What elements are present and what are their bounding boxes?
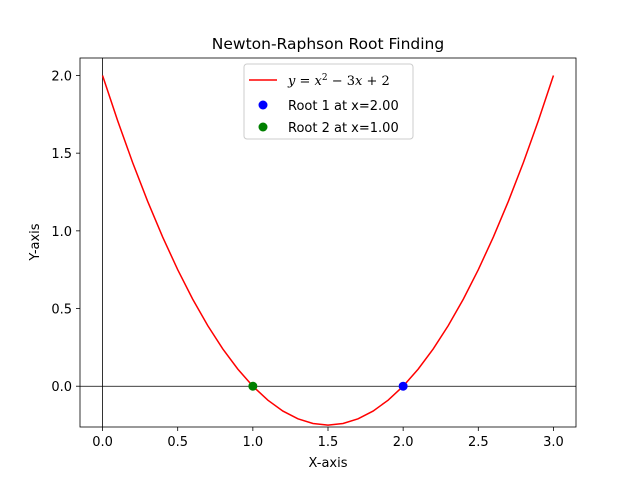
y-tick-label: 0.0 [51, 380, 72, 395]
x-tick-label: 0.5 [167, 435, 188, 450]
x-axis-label: X-axis [309, 456, 348, 471]
root-2-point [248, 381, 258, 391]
legend-box [243, 63, 414, 140]
x-tick-label: 3.0 [543, 435, 564, 450]
x-tick-label: 1.0 [243, 435, 264, 450]
chart-title: Newton-Raphson Root Finding [212, 35, 444, 53]
series-curve-line [101, 75, 555, 426]
y-axis-ticks: 0.0 0.5 1.0 1.5 2.0 [51, 69, 80, 395]
y-axis-label: Y-axis [28, 223, 43, 261]
x-tick-label: 0.0 [92, 435, 113, 450]
y-tick-label: 1.0 [51, 225, 72, 240]
x-axis-ticks: 0.0 0.5 1.0 1.5 2.0 2.5 3.0 [92, 427, 564, 450]
legend-root-1-label: Root 1 at x=2.00 [288, 99, 399, 114]
legend-root-2-marker [258, 122, 268, 132]
y-tick-label: 0.5 [51, 303, 72, 318]
legend-root-1-marker [258, 100, 268, 110]
legend: y = x2 − 3x + 2 Root 1 at x=2.00 Root 2 … [243, 63, 414, 140]
plot-area [80, 58, 576, 427]
x-tick-label: 1.5 [318, 435, 339, 450]
root-1-point [398, 381, 408, 391]
y-tick-label: 1.5 [51, 147, 72, 162]
y-tick-label: 2.0 [51, 69, 72, 84]
x-tick-label: 2.5 [468, 435, 489, 450]
legend-curve-label: y = x2 − 3x + 2 [287, 73, 390, 89]
x-tick-label: 2.0 [393, 435, 414, 450]
legend-root-2-label: Root 2 at x=1.00 [288, 121, 399, 136]
